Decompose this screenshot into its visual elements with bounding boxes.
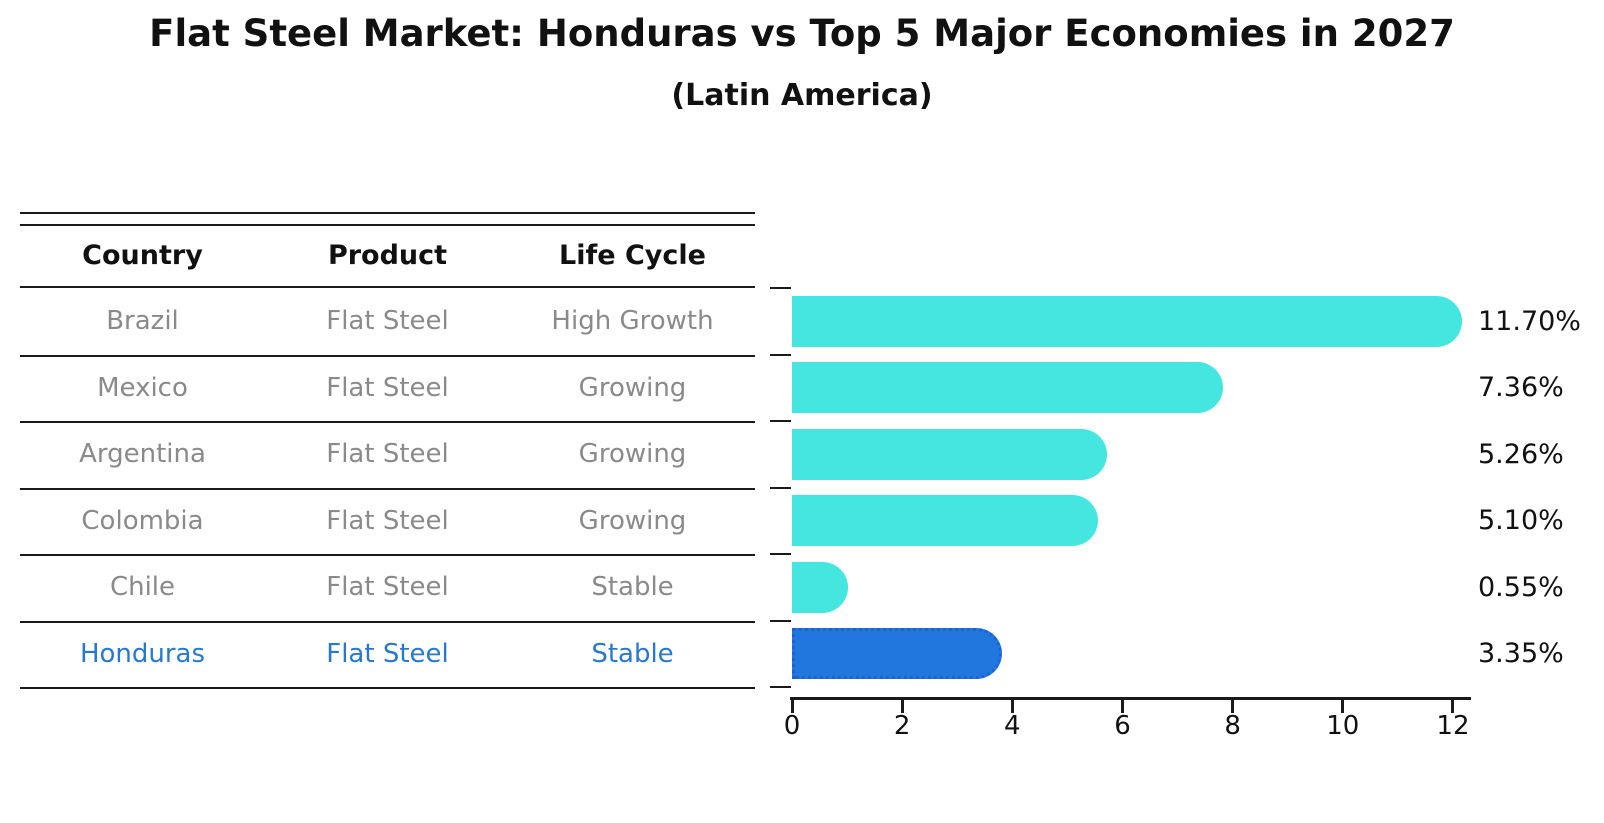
column-header-life-cycle: Life Cycle [559, 240, 706, 271]
row-country-cell: Chile [109, 572, 176, 603]
x-axis-tick [900, 700, 904, 713]
bar-colombia [792, 495, 1099, 546]
bar-value-label: 5.26% [1478, 438, 1564, 470]
row-life-cycle-cell: Stable [591, 638, 674, 669]
row-product-cell: Flat Steel [326, 439, 449, 470]
row-country-cell: Brazil [106, 306, 179, 337]
row-life-cycle-cell: Growing [578, 372, 687, 403]
table-row-divider [20, 620, 755, 623]
x-axis-tick [1341, 700, 1345, 713]
table-header-row: Country Product Life Cycle [20, 226, 755, 286]
bar-value-label: 7.36% [1478, 372, 1564, 404]
row-country-cell: Mexico [97, 372, 188, 403]
y-axis-tick [770, 553, 791, 555]
y-axis-tick [770, 287, 791, 289]
table-header-underline [20, 286, 755, 288]
x-axis-tick [1231, 700, 1235, 713]
row-product-cell: Flat Steel [326, 306, 449, 337]
bar-value-label: 11.70% [1478, 305, 1581, 337]
bar-argentina [792, 428, 1108, 480]
y-axis-tick [770, 486, 791, 489]
y-axis-tick [770, 619, 791, 622]
table-row-divider [20, 554, 755, 556]
x-axis-tick-label: 8 [1224, 711, 1241, 741]
chart-title: Flat Steel Market: Honduras vs Top 5 Maj… [149, 12, 1455, 55]
x-axis-tick-label: 0 [783, 711, 801, 741]
column-header-country: Country [82, 240, 203, 271]
x-axis-line [790, 697, 1471, 700]
x-axis-tick [1010, 700, 1014, 713]
table-top-line-inner [20, 224, 755, 226]
row-life-cycle-cell: Growing [578, 505, 687, 536]
table-row-argentina: Argentina Flat Steel Growing [20, 421, 755, 488]
row-country-cell: Argentina [79, 439, 206, 470]
y-axis-tick [770, 420, 791, 422]
table-row-divider [20, 421, 755, 423]
table-row-divider [20, 354, 755, 357]
row-product-cell: Flat Steel [326, 505, 449, 536]
row-country-cell: Colombia [81, 505, 204, 536]
x-axis-tick [1120, 700, 1124, 713]
bar-value-label: 3.35% [1478, 638, 1564, 670]
table-row-chile: Chile Flat Steel Stable [20, 554, 755, 621]
row-product-cell: Flat Steel [326, 572, 449, 603]
chart-subtitle: (Latin America) [671, 78, 933, 113]
y-axis-tick [770, 353, 791, 356]
y-axis-tick [770, 686, 791, 688]
column-header-product: Product [327, 240, 448, 271]
table-row-divider [20, 487, 755, 490]
x-axis-tick-label: 10 [1326, 711, 1360, 741]
row-life-cycle-cell: Stable [591, 572, 674, 603]
row-life-cycle-cell: High Growth [551, 306, 714, 337]
x-axis-tick-label: 2 [893, 711, 911, 741]
x-axis-tick-label: 12 [1436, 711, 1470, 741]
bar-mexico [792, 362, 1223, 413]
x-axis-tick [1451, 700, 1455, 713]
bar-value-label: 5.10% [1478, 505, 1564, 537]
table-row-mexico: Mexico Flat Steel Growing [20, 355, 755, 422]
x-axis-tick [790, 700, 794, 713]
bar-chile [792, 561, 848, 613]
table-row-brazil: Brazil Flat Steel High Growth [20, 288, 755, 355]
bar-honduras [792, 628, 1003, 679]
table-row-divider [20, 687, 755, 689]
x-axis-tick-label: 6 [1114, 711, 1131, 741]
bar-brazil [792, 295, 1462, 347]
row-life-cycle-cell: Growing [578, 439, 687, 470]
row-product-cell: Flat Steel [326, 638, 449, 669]
row-country-cell: Honduras [79, 638, 206, 669]
bar-value-label: 0.55% [1478, 571, 1564, 603]
table-row-honduras: Honduras Flat Steel Stable [20, 621, 755, 688]
table-top-line-outer [20, 212, 755, 214]
table-row-colombia: Colombia Flat Steel Growing [20, 488, 755, 555]
row-product-cell: Flat Steel [326, 372, 449, 403]
x-axis-tick-label: 4 [1004, 711, 1021, 741]
